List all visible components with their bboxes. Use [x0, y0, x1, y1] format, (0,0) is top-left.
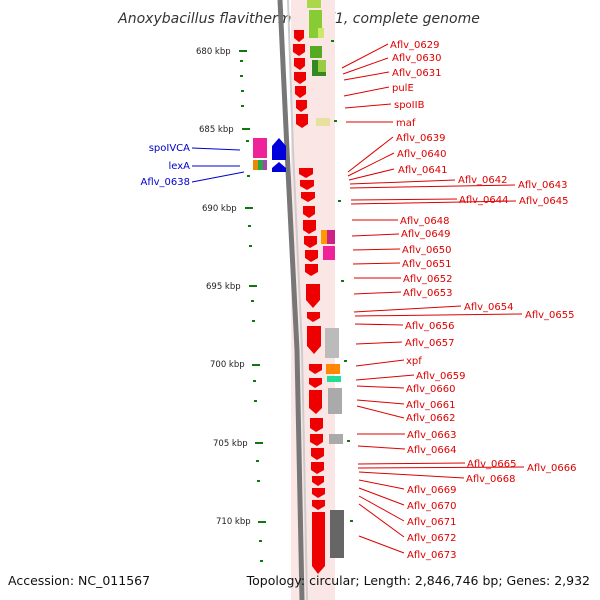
- gene-label: lexA: [168, 161, 190, 172]
- gene-label: Aflv_0644: [459, 195, 509, 206]
- gene-label: Aflv_0664: [407, 445, 457, 456]
- forward-gene-labels: Aflv_0629 Aflv_0630 Aflv_0631 pulE spoII…: [390, 40, 577, 561]
- gene-label: Aflv_0631: [392, 68, 442, 79]
- gene-label: Aflv_0673: [407, 550, 457, 561]
- scale-dots: [240, 40, 353, 562]
- gene-label: Aflv_0642: [458, 175, 508, 186]
- scale-label-685: 685 kbp: [199, 125, 234, 135]
- scale-label-680: 680 kbp: [196, 47, 231, 57]
- gene-label: Aflv_0661: [406, 400, 456, 411]
- annotation-tiles: [253, 0, 344, 558]
- gene-label: spoIIB: [394, 100, 425, 111]
- gene-label: Aflv_0663: [407, 430, 457, 441]
- scale-label-695: 695 kbp: [206, 282, 241, 292]
- reverse-leader-lines: [191, 147, 245, 183]
- gene-label: Aflv_0671: [407, 517, 457, 528]
- accession-text: Accession: NC_011567: [8, 573, 150, 588]
- gene-label: spoIVCA: [149, 143, 190, 154]
- gene-label: Aflv_0638: [140, 177, 190, 188]
- gene-label: Aflv_0659: [416, 371, 466, 382]
- gene-label: Aflv_0640: [397, 149, 447, 160]
- gene-label: Aflv_0641: [398, 165, 448, 176]
- gene-label: Aflv_0662: [406, 413, 456, 424]
- gene-label: xpf: [406, 356, 422, 367]
- gene-label: Aflv_0650: [402, 245, 452, 256]
- gene-label: Aflv_0651: [402, 259, 452, 270]
- gene-label: pulE: [392, 83, 414, 94]
- scale-labels: 680 kbp 685 kbp 690 kbp 695 kbp 700 kbp …: [196, 47, 266, 527]
- gene-label: Aflv_0643: [518, 180, 568, 191]
- gene-label: Aflv_0660: [406, 384, 456, 395]
- scale-label-710: 710 kbp: [216, 517, 251, 527]
- gene-label: Aflv_0649: [401, 229, 451, 240]
- gene-label: Aflv_0665: [467, 459, 517, 470]
- gene-label: maf: [396, 118, 416, 129]
- gene-label: Aflv_0648: [400, 216, 450, 227]
- gene-label: Aflv_0669: [407, 485, 457, 496]
- gene-label: Aflv_0652: [403, 274, 453, 285]
- gene-label: Aflv_0654: [464, 302, 514, 313]
- gene-label: Aflv_0653: [403, 288, 453, 299]
- topology-text: Topology: circular; Length: 2,846,746 bp…: [246, 573, 590, 588]
- reverse-gene-arrows: [272, 138, 286, 172]
- gene-label: Aflv_0672: [407, 533, 457, 544]
- scale-label-705: 705 kbp: [213, 439, 248, 449]
- reverse-gene-labels: spoIVCA lexA Aflv_0638: [140, 143, 190, 188]
- scale-label-690: 690 kbp: [202, 204, 237, 214]
- gene-label: Aflv_0657: [405, 338, 455, 349]
- gene-label: Aflv_0645: [519, 196, 569, 207]
- forward-leader-lines: [341, 43, 525, 554]
- gene-label: Aflv_0666: [527, 463, 577, 474]
- gene-label: Aflv_0668: [466, 474, 516, 485]
- scale-label-700: 700 kbp: [210, 360, 245, 370]
- gene-label: Aflv_0655: [525, 310, 575, 321]
- gene-label: Aflv_0639: [396, 133, 446, 144]
- gene-label: Aflv_0670: [407, 501, 457, 512]
- gene-label: Aflv_0629: [390, 40, 440, 51]
- gene-label: Aflv_0630: [392, 53, 442, 64]
- gene-label: Aflv_0656: [405, 321, 455, 332]
- forward-gene-arrows: [293, 30, 325, 574]
